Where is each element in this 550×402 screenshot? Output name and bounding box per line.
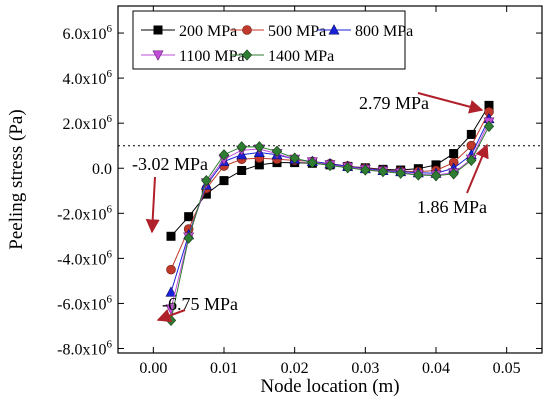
data-point <box>342 162 353 174</box>
data-point <box>449 149 459 159</box>
annotation: -3.02 MPa <box>132 154 208 234</box>
data-point <box>466 154 477 166</box>
data-point <box>395 167 406 179</box>
y-tick-label: 2.0x106 <box>63 113 113 133</box>
y-tick-label: 0.0 <box>92 161 112 178</box>
legend-label: 200 MPa <box>179 23 237 40</box>
data-point <box>466 129 476 139</box>
annotation-label: 2.79 MPa <box>359 93 429 113</box>
series-line <box>170 111 490 270</box>
y-tick-label: -8.0x106 <box>57 338 112 358</box>
series-1400-mpa <box>165 120 495 326</box>
x-axis-title: Node location (m) <box>260 376 399 397</box>
x-tick-label: 0.05 <box>493 360 521 377</box>
legend-marker <box>152 50 164 61</box>
legend-item: 500 MPa <box>230 23 326 40</box>
annotation-label: 1.86 MPa <box>417 197 487 217</box>
y-tick-label: -2.0x106 <box>57 203 112 223</box>
data-point <box>166 231 176 241</box>
y-tick-label: 4.0x106 <box>63 68 113 88</box>
annotation-arrow <box>466 143 489 194</box>
data-point <box>236 141 247 153</box>
series-line <box>170 126 490 321</box>
data-point <box>166 264 176 275</box>
x-tick-label: 0.02 <box>281 360 309 377</box>
legend-label: 1400 MPa <box>268 48 334 65</box>
y-tick-label: -4.0x106 <box>57 248 112 268</box>
data-point <box>289 152 300 164</box>
data-point <box>183 232 194 244</box>
x-tick-label: 0.03 <box>351 360 379 377</box>
data-point <box>237 165 247 175</box>
y-tick-label: 6.0x106 <box>63 23 113 43</box>
annotation-label: -3.02 MPa <box>132 154 208 174</box>
legend-marker <box>153 25 163 35</box>
legend-item: 1400 MPa <box>230 48 334 65</box>
data-point <box>307 156 318 169</box>
data-point <box>324 159 336 172</box>
x-tick-label: 0.00 <box>139 360 167 377</box>
annotation: -6.75 MPa <box>156 294 238 323</box>
legend-marker <box>328 24 340 35</box>
data-point <box>201 174 212 187</box>
x-tick-label: 0.04 <box>422 360 450 377</box>
annotation-arrow <box>156 309 186 323</box>
series-500-mpa <box>166 107 494 275</box>
y-axis-title: Peeling stress (Pa) <box>6 109 27 249</box>
legend-marker <box>241 49 253 61</box>
data-point <box>360 164 371 176</box>
legend-item: 800 MPa <box>317 23 413 40</box>
data-point <box>448 168 459 180</box>
data-point <box>184 212 194 222</box>
legend-label: 1100 MPa <box>179 48 245 65</box>
legend-item: 1100 MPa <box>141 48 245 65</box>
legend-box <box>132 10 406 70</box>
legend-item: 200 MPa <box>141 23 237 40</box>
data-point <box>218 149 230 161</box>
legend-marker <box>242 25 252 35</box>
data-point <box>377 165 389 178</box>
plot-frame <box>117 5 543 354</box>
data-point <box>271 145 283 157</box>
x-tick-label: 0.01 <box>210 360 238 377</box>
data-point <box>165 286 177 297</box>
data-point <box>219 176 229 186</box>
y-tick-label: -6.0x106 <box>57 293 112 313</box>
annotation-arrow <box>417 92 484 114</box>
annotation-label: -6.75 MPa <box>162 294 238 314</box>
data-point <box>430 170 442 182</box>
data-point <box>483 120 495 132</box>
data-point <box>413 169 424 181</box>
legend-label: 500 MPa <box>268 23 326 40</box>
data-point <box>254 141 265 153</box>
annotation: 2.79 MPa <box>359 92 484 114</box>
annotation: 1.86 MPa <box>417 143 489 217</box>
legend-label: 800 MPa <box>355 23 413 40</box>
annotation-arrow <box>145 176 160 234</box>
